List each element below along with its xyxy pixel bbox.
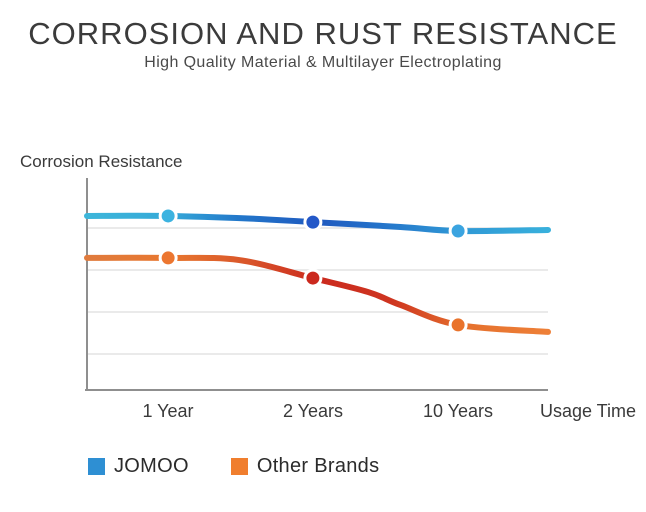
legend-item-jomoo: JOMOO: [88, 455, 189, 478]
legend-item-other-brands: Other Brands: [230, 455, 380, 478]
legend-label-other-brands: Other Brands: [256, 455, 380, 477]
x-axis-label: Usage Time: [539, 401, 637, 421]
chart-title: CORROSION AND RUST RESISTANCE: [28, 16, 618, 51]
y-axis-label: Corrosion Resistance: [20, 152, 183, 171]
x-tick-1-year: 1 Year: [142, 401, 194, 421]
chart-legend: JOMOO Other Brands: [88, 455, 379, 478]
chart-subtitle: High Quality Material & Multilayer Elect…: [144, 54, 502, 71]
jomoo-swatch-icon: [88, 458, 105, 475]
legend-label-jomoo: JOMOO: [114, 455, 189, 477]
x-tick-10-years: 10 Years: [422, 401, 494, 421]
x-tick-2-years: 2 Years: [282, 401, 344, 421]
other-brands-swatch-icon: [230, 458, 248, 475]
